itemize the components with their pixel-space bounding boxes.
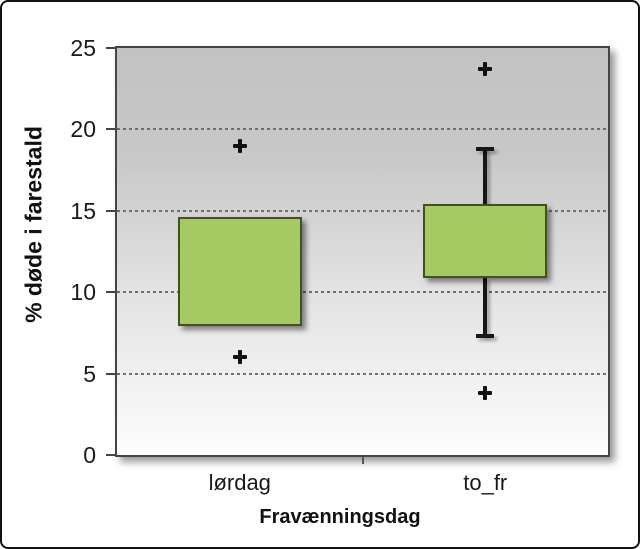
y-tick-5 xyxy=(106,372,115,375)
y-tick-label-10: 10 xyxy=(70,279,96,306)
y-tick-label-15: 15 xyxy=(70,197,96,224)
y-tick-10 xyxy=(106,291,115,294)
whisker-high-cap-to-fr xyxy=(476,146,495,151)
y-tick-0 xyxy=(106,454,115,456)
outlier-marker-l-rdag-1 xyxy=(232,138,247,153)
whisker-low-cap-to-fr xyxy=(476,334,495,339)
y-tick-label-0: 0 xyxy=(83,442,96,468)
y-tick-20 xyxy=(106,128,115,131)
whisker-low-line-to-fr xyxy=(483,277,488,337)
outlier-marker-to-fr-0 xyxy=(478,386,493,401)
y-tick-label-20: 20 xyxy=(70,116,96,143)
box-to-fr xyxy=(423,204,548,278)
gridline-5 xyxy=(117,372,608,375)
y-tick-25 xyxy=(106,47,115,49)
outlier-marker-to-fr-1 xyxy=(478,62,493,77)
gridline-20 xyxy=(117,128,608,131)
x-axis-separator-tick-1 xyxy=(361,457,364,464)
x-tick-label-l-rdag: lørdag xyxy=(208,470,271,495)
gridline-10 xyxy=(117,291,608,294)
box-l-rdag xyxy=(177,217,302,327)
x-tick-label-to-fr: to_fr xyxy=(463,470,508,495)
outlier-marker-l-rdag-0 xyxy=(232,350,247,365)
gridline-15 xyxy=(117,209,608,212)
x-axis-title: Fravænningsdag xyxy=(259,506,421,528)
y-tick-label-5: 5 xyxy=(83,360,96,387)
whisker-high-line-to-fr xyxy=(483,148,488,205)
y-tick-label-25: 25 xyxy=(70,35,96,61)
plot-area xyxy=(115,46,610,457)
y-tick-15 xyxy=(106,209,115,212)
